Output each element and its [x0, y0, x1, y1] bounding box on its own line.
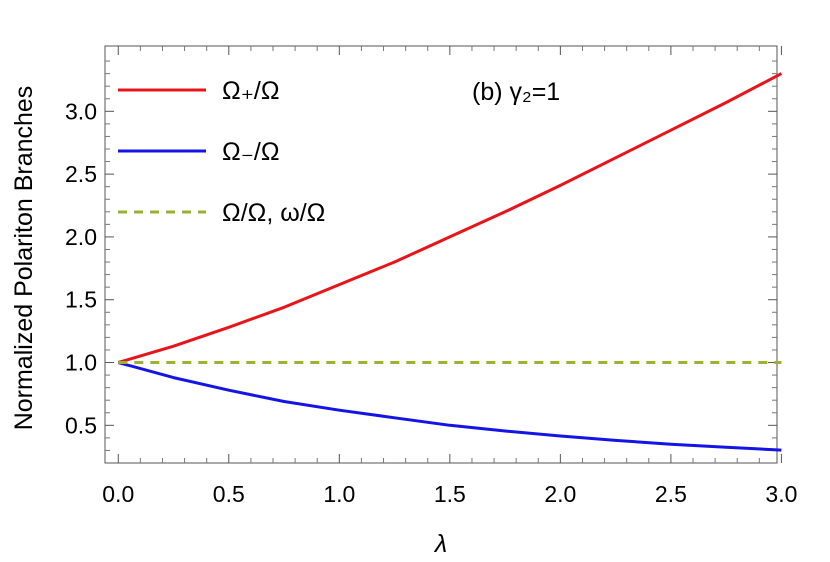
x-tick-label-6: 3.0: [765, 481, 797, 507]
y-tick-label-5: 3.0: [65, 98, 97, 124]
major-ticks: [105, 46, 782, 463]
series-layer: [117, 72, 783, 452]
y-tick-label-1: 1.0: [65, 350, 97, 376]
y-axis-title: Normalized Polariton Branches: [10, 86, 38, 431]
legend-label-reference: Ω/Ω, ω/Ω: [222, 199, 325, 227]
legend-label-omega-minus: Ω₋/Ω: [222, 138, 280, 166]
y-tick-label-3: 2.0: [65, 224, 97, 250]
y-tick-label-4: 2.5: [65, 161, 97, 187]
x-tick-label-5: 2.5: [655, 481, 687, 507]
series-line-1: [117, 361, 782, 452]
x-tick-label-0: 0.0: [102, 481, 134, 507]
x-axis-title: λ: [433, 530, 447, 558]
x-tick-label-3: 1.5: [434, 481, 466, 507]
y-tick-labels: 0.5 1.0 1.5 2.0 2.5 3.0: [65, 98, 97, 438]
plot-frame: [104, 45, 778, 464]
minor-ticks: [105, 46, 777, 463]
legend-label-omega-plus: Ω₊/Ω: [222, 77, 280, 105]
x-tick-labels: 0.0 0.5 1.0 1.5 2.0 2.5 3.0: [102, 481, 797, 507]
legend: Ω₊/Ω Ω₋/Ω Ω/Ω, ω/Ω: [118, 77, 325, 227]
x-tick-label-2: 1.0: [323, 481, 355, 507]
panel-annotation: (b) γ₂=1: [472, 78, 560, 106]
series-line-0: [117, 72, 783, 364]
y-tick-label-0: 0.5: [65, 412, 97, 438]
y-tick-label-2: 1.5: [65, 287, 97, 313]
x-tick-label-1: 0.5: [213, 481, 245, 507]
x-tick-label-4: 2.0: [544, 481, 576, 507]
